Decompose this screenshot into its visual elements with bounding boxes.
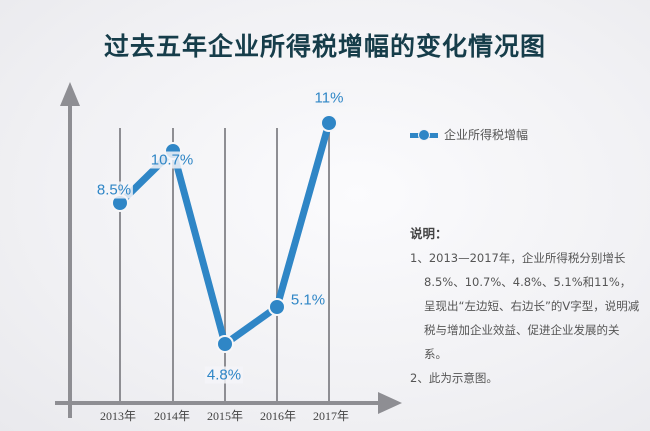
data-label: 10.7%: [148, 151, 196, 169]
y-axis-arrow-icon: [60, 82, 80, 106]
chart-title: 过去五年企业所得税增幅的变化情况图: [103, 32, 546, 61]
x-tick-label: 2016年: [259, 409, 297, 423]
x-tick-label: 2017年: [312, 409, 350, 423]
note-heading: 说明：: [410, 226, 448, 241]
data-label: 5.1%: [288, 291, 328, 309]
data-label: 8.5%: [94, 181, 134, 199]
legend: 企业所得税增幅: [410, 126, 528, 143]
x-axis: [55, 392, 402, 414]
x-tick-label: 2014年: [153, 409, 191, 423]
legend-line-marker-icon: [410, 128, 438, 142]
note-block: 说明： 1、2013—2017年，企业所得税分别增长8.5%、10.7%、4.8…: [410, 222, 640, 390]
legend-label: 企业所得税增幅: [444, 128, 529, 142]
x-tick-label: 2013年: [99, 409, 137, 423]
y-axis: [60, 82, 80, 418]
x-axis-arrow-icon: [378, 392, 402, 414]
data-point-marker: [216, 335, 234, 353]
note-item: 1、2013—2017年，企业所得税分别增长8.5%、10.7%、4.8%、5.…: [410, 251, 640, 361]
note-item: 2、此为示意图。: [410, 371, 498, 385]
x-tick-label: 2015年: [206, 409, 244, 423]
data-point-marker: [320, 114, 338, 132]
data-label: 11%: [312, 89, 346, 107]
data-point-marker: [268, 298, 286, 316]
data-label: 4.8%: [204, 366, 244, 384]
gridlines: [119, 128, 330, 403]
